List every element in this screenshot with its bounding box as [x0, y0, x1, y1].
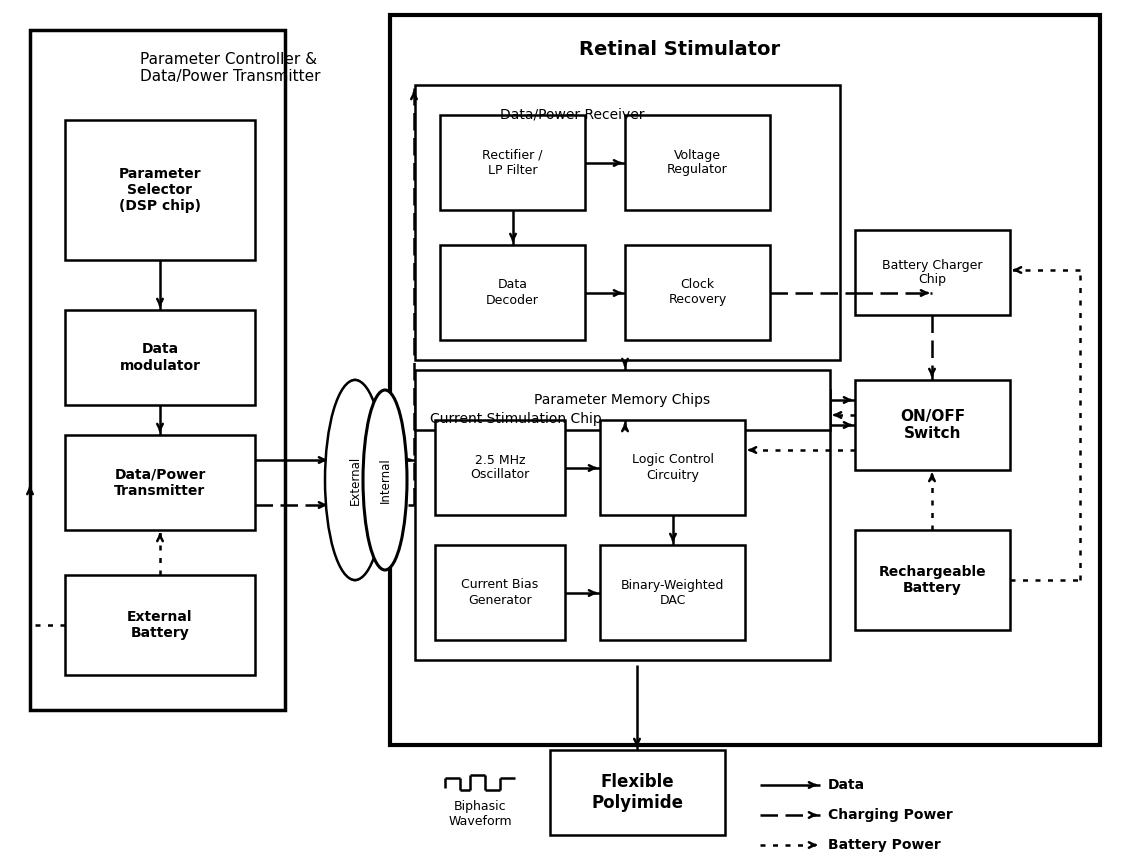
Bar: [600, 420, 745, 515]
Bar: [441, 115, 585, 210]
Text: Internal: Internal: [379, 457, 391, 503]
Bar: [600, 545, 745, 640]
Text: Data/Power
Transmitter: Data/Power Transmitter: [114, 468, 205, 498]
Bar: [626, 245, 770, 340]
Text: Data
Decoder: Data Decoder: [487, 278, 539, 307]
Bar: [435, 545, 565, 640]
Text: Battery Charger
Chip: Battery Charger Chip: [882, 258, 983, 287]
Text: Rectifier /
LP Filter: Rectifier / LP Filter: [482, 148, 543, 177]
Text: Data
modulator: Data modulator: [120, 343, 201, 373]
Text: External: External: [349, 455, 361, 505]
Text: Retinal Stimulator: Retinal Stimulator: [580, 40, 780, 59]
Bar: [626, 115, 770, 210]
Text: Biphasic
Waveform: Biphasic Waveform: [448, 800, 512, 828]
Bar: [65, 310, 254, 405]
Ellipse shape: [333, 380, 377, 580]
Ellipse shape: [363, 390, 407, 570]
Ellipse shape: [328, 380, 381, 580]
Bar: [441, 245, 585, 340]
Bar: [550, 750, 725, 835]
Bar: [415, 85, 840, 360]
Text: External
Battery: External Battery: [128, 610, 193, 640]
Text: Charging Power: Charging Power: [828, 808, 953, 822]
Text: Battery Power: Battery Power: [828, 838, 941, 852]
Text: Rechargeable
Battery: Rechargeable Battery: [879, 565, 986, 595]
Bar: [855, 380, 1010, 470]
Bar: [390, 15, 1100, 745]
Text: Data: Data: [828, 778, 865, 792]
Bar: [415, 390, 830, 660]
Bar: [435, 420, 565, 515]
Text: 2.5 MHz
Oscillator: 2.5 MHz Oscillator: [471, 454, 529, 481]
Text: Parameter Controller &
Data/Power Transmitter: Parameter Controller & Data/Power Transm…: [140, 52, 321, 84]
Bar: [65, 575, 254, 675]
Text: Data/Power Receiver: Data/Power Receiver: [500, 107, 645, 121]
Bar: [855, 530, 1010, 630]
Ellipse shape: [325, 380, 385, 580]
Bar: [65, 435, 254, 530]
Text: ON/OFF
Switch: ON/OFF Switch: [900, 409, 965, 441]
Text: Parameter
Selector
(DSP chip): Parameter Selector (DSP chip): [119, 167, 202, 214]
Bar: [30, 30, 285, 710]
Text: Voltage
Regulator: Voltage Regulator: [667, 148, 728, 177]
Text: Clock
Recovery: Clock Recovery: [668, 278, 726, 307]
Text: Flexible
Polyimide: Flexible Polyimide: [592, 773, 684, 812]
Text: Logic Control
Circuitry: Logic Control Circuitry: [631, 454, 713, 481]
Bar: [415, 370, 830, 430]
Text: Current Stimulation Chip: Current Stimulation Chip: [430, 412, 602, 426]
Text: Current Bias
Generator: Current Bias Generator: [462, 579, 538, 606]
Text: Binary-Weighted
DAC: Binary-Weighted DAC: [621, 579, 724, 606]
Text: Parameter Memory Chips: Parameter Memory Chips: [535, 393, 711, 407]
Bar: [65, 120, 254, 260]
Bar: [855, 230, 1010, 315]
